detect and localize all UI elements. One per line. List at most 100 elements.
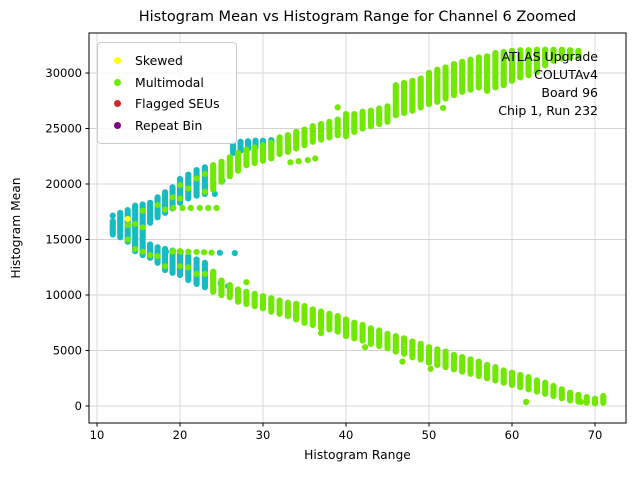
data-point <box>132 202 139 209</box>
data-point <box>442 348 449 355</box>
data-point <box>427 365 434 372</box>
data-point <box>399 358 406 365</box>
data-point <box>459 58 466 65</box>
x-tick-label: 50 <box>422 428 437 442</box>
data-point <box>295 158 302 165</box>
data-point <box>467 56 474 63</box>
data-point <box>425 69 433 77</box>
data-point <box>417 75 424 82</box>
x-tick-label: 60 <box>505 428 520 442</box>
y-tick-label: 25000 <box>45 122 82 136</box>
data-point <box>359 108 366 115</box>
data-point <box>251 144 258 151</box>
legend-item-label: Skewed <box>135 53 183 69</box>
data-point <box>326 310 333 317</box>
data-point <box>523 398 530 406</box>
data-point <box>187 204 194 212</box>
data-point <box>342 316 350 323</box>
data-point <box>124 206 131 214</box>
data-point <box>558 46 565 53</box>
data-point <box>177 248 184 255</box>
data-point <box>243 146 250 153</box>
data-point <box>583 394 590 401</box>
data-point <box>200 249 208 256</box>
legend-marker-dot <box>114 121 121 129</box>
data-point <box>231 249 238 257</box>
legend-marker-dot <box>114 78 121 86</box>
data-point <box>309 306 316 313</box>
legend-marker-dot <box>114 57 121 65</box>
data-point <box>185 248 192 255</box>
legend: Skewed Multimodal Flagged SEUs Repeat Bin <box>97 42 237 144</box>
x-tick-label: 30 <box>256 428 271 442</box>
data-point <box>500 48 507 56</box>
data-point <box>287 159 294 166</box>
annotation-line: Chip 1, Run 232 <box>498 103 598 118</box>
data-point <box>475 54 482 61</box>
data-point <box>367 325 374 332</box>
data-point <box>109 212 116 219</box>
data-point <box>558 386 565 393</box>
data-point <box>235 286 242 293</box>
data-point <box>359 321 366 329</box>
legend-item-label: Multimodal <box>135 74 204 90</box>
data-point <box>210 162 217 169</box>
data-point <box>376 105 383 112</box>
annotation-line: COLUTAv4 <box>534 67 598 82</box>
data-point <box>312 155 319 162</box>
data-point <box>591 395 599 402</box>
data-point <box>351 110 358 118</box>
y-tick-label: 15000 <box>45 233 82 247</box>
data-point <box>533 46 541 53</box>
data-point <box>376 327 383 334</box>
data-point <box>243 288 250 295</box>
data-point <box>139 207 146 214</box>
data-point <box>193 248 200 256</box>
data-point <box>147 241 154 248</box>
data-point <box>147 199 154 206</box>
data-point <box>244 138 252 145</box>
legend-item: Flagged SEUs <box>106 93 226 115</box>
data-point <box>170 248 177 255</box>
data-point <box>326 118 333 125</box>
data-point <box>251 290 258 297</box>
data-point <box>384 103 391 110</box>
legend-item-label: Flagged SEUs <box>135 96 220 112</box>
data-point <box>268 139 275 147</box>
y-tick-label: 0 <box>75 399 82 413</box>
data-point <box>218 277 225 284</box>
data-point <box>193 175 200 182</box>
data-point <box>147 251 154 259</box>
data-point <box>525 47 532 54</box>
data-point <box>401 79 408 87</box>
data-point <box>367 107 374 114</box>
data-point <box>409 77 416 84</box>
data-point <box>259 137 267 144</box>
data-point <box>205 204 212 212</box>
data-point <box>575 391 582 398</box>
data-point <box>259 293 267 300</box>
data-point <box>304 157 311 164</box>
data-point <box>201 259 208 266</box>
data-point <box>169 194 176 201</box>
plot-area-border <box>88 32 627 424</box>
data-point <box>450 61 457 68</box>
data-point <box>484 53 491 60</box>
data-point <box>440 104 447 112</box>
data-point <box>542 379 549 386</box>
y-axis-label: Histogram Mean <box>9 177 23 279</box>
data-point <box>318 329 325 337</box>
x-axis-label: Histogram Range <box>304 448 411 462</box>
data-point <box>293 128 300 135</box>
data-point <box>384 330 391 337</box>
data-point <box>577 398 584 406</box>
data-point <box>154 253 161 260</box>
data-point <box>334 104 341 111</box>
data-point <box>342 110 350 118</box>
data-point <box>484 361 491 369</box>
data-point <box>542 46 549 53</box>
annotation-line: ATLAS Upgrade <box>501 49 598 64</box>
data-point <box>293 300 300 307</box>
data-point <box>508 369 516 376</box>
